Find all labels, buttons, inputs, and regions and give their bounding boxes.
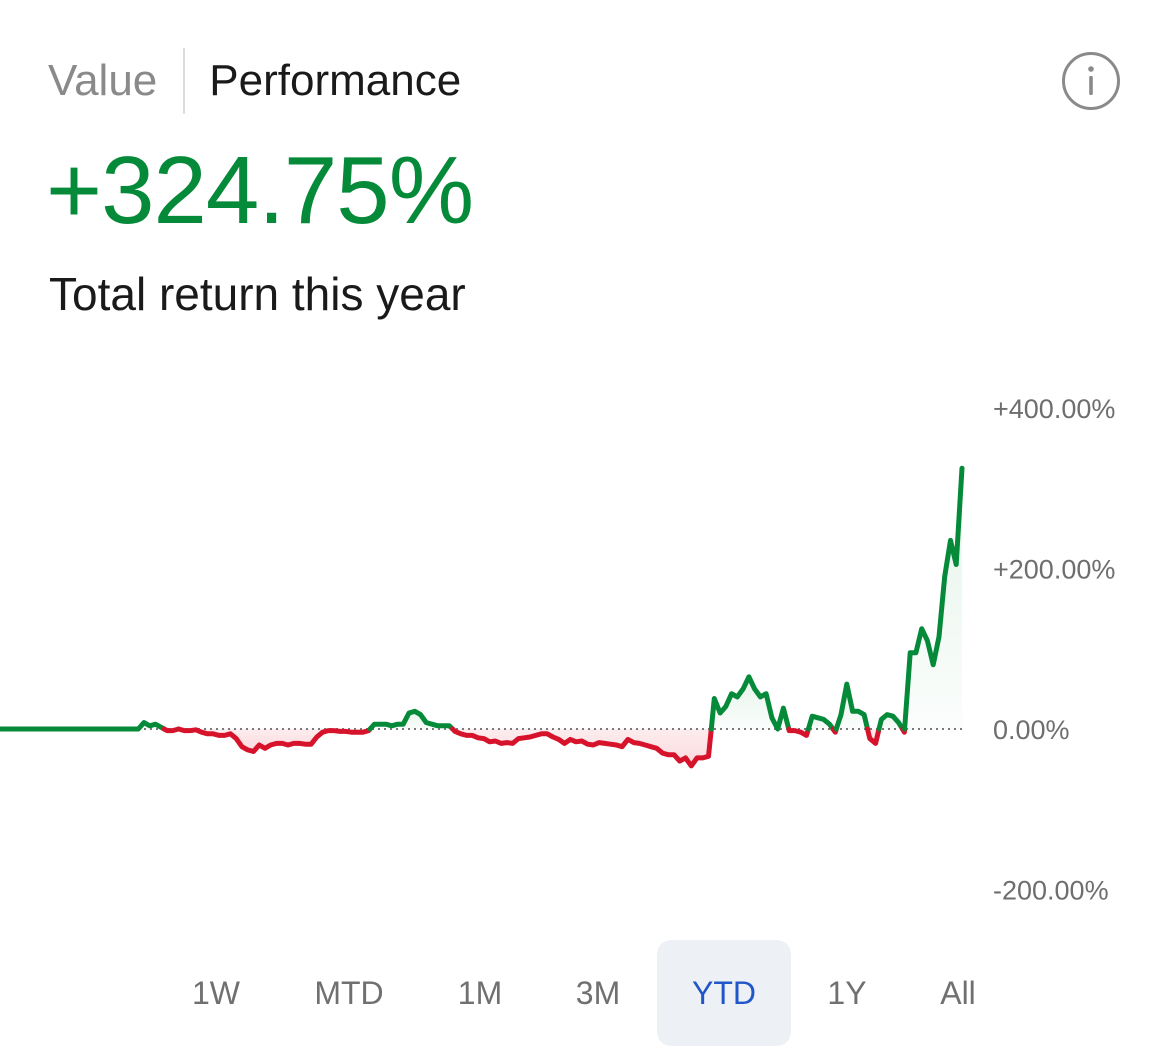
range-button-1y[interactable]: 1Y bbox=[827, 975, 867, 1011]
y-tick-label: +400.00% bbox=[993, 394, 1115, 424]
y-tick-label: +200.00% bbox=[993, 555, 1115, 585]
positive-line-segment-12 bbox=[876, 712, 905, 732]
range-button-3m[interactable]: 3M bbox=[575, 975, 621, 1011]
info-icon bbox=[1062, 52, 1120, 110]
y-tick-label: -200.00% bbox=[993, 876, 1109, 906]
positive-area-0 bbox=[0, 722, 165, 729]
tab-value[interactable]: Value bbox=[48, 56, 158, 105]
info-button[interactable] bbox=[1061, 51, 1121, 111]
y-tick-label: 0.00% bbox=[993, 715, 1070, 745]
total-return-caption: Total return this year bbox=[49, 268, 466, 320]
range-button-mtd[interactable]: MTD bbox=[314, 975, 384, 1011]
positive-area-10 bbox=[836, 684, 868, 729]
positive-line-segment-0 bbox=[0, 720, 167, 732]
range-button-ytd[interactable]: YTD bbox=[657, 940, 791, 1046]
performance-chart: +400.00% +200.00% 0.00% -200.00% bbox=[0, 394, 1115, 906]
positive-line-segment-14 bbox=[902, 465, 965, 732]
positive-line-segment-6 bbox=[708, 674, 792, 732]
chart-line-segments bbox=[0, 465, 965, 769]
negative-line-segment-5 bbox=[450, 726, 714, 769]
positive-line-segment-4 bbox=[367, 708, 456, 732]
range-button-1w[interactable]: 1W bbox=[192, 975, 240, 1011]
tab-divider bbox=[183, 48, 186, 114]
negative-line-segment-3 bbox=[176, 726, 373, 754]
positive-line-segment-8 bbox=[805, 713, 836, 732]
y-axis-ticks: +400.00% +200.00% 0.00% -200.00% bbox=[993, 394, 1115, 906]
negative-line-segment-1 bbox=[161, 726, 182, 734]
positive-area-14 bbox=[904, 468, 962, 729]
tab-performance[interactable]: Performance bbox=[209, 56, 462, 105]
negative-area-5 bbox=[452, 729, 712, 766]
negative-line-segment-7 bbox=[786, 726, 811, 738]
time-range-selector: 1W MTD 1M 3M YTD 1Y All bbox=[150, 940, 1010, 1046]
range-button-all[interactable]: All bbox=[940, 975, 976, 1011]
negative-line-segment-11 bbox=[865, 726, 882, 746]
view-tabs: Value Performance bbox=[48, 48, 461, 114]
range-button-1m[interactable]: 1M bbox=[457, 975, 503, 1011]
positive-line-segment-10 bbox=[833, 681, 870, 732]
total-return-value: +324.75% bbox=[46, 137, 474, 244]
